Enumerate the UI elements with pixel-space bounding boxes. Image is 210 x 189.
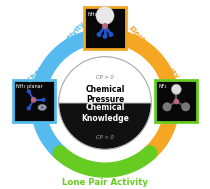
Circle shape — [102, 23, 108, 29]
Text: CP < 0: CP < 0 — [96, 135, 114, 140]
Circle shape — [27, 89, 31, 93]
FancyBboxPatch shape — [84, 7, 126, 49]
Text: Chemical
Knowledge: Chemical Knowledge — [81, 104, 129, 123]
Circle shape — [97, 32, 101, 37]
Circle shape — [41, 98, 46, 102]
Text: NF₃: NF₃ — [159, 84, 167, 89]
FancyBboxPatch shape — [155, 80, 197, 122]
Circle shape — [109, 32, 113, 37]
Text: Electronegativity: Electronegativity — [127, 25, 180, 80]
Circle shape — [27, 106, 31, 110]
Text: Chemical
Pressure: Chemical Pressure — [85, 85, 125, 104]
FancyBboxPatch shape — [13, 80, 55, 122]
Circle shape — [172, 87, 181, 95]
Circle shape — [171, 84, 181, 94]
Ellipse shape — [38, 104, 46, 110]
Circle shape — [41, 106, 43, 108]
Wedge shape — [59, 103, 151, 149]
Circle shape — [96, 7, 114, 25]
Circle shape — [163, 103, 171, 111]
Text: Chemical Reactivity: Chemical Reactivity — [27, 21, 87, 84]
Circle shape — [31, 97, 37, 103]
Text: NH₃ planar: NH₃ planar — [16, 84, 43, 89]
Circle shape — [173, 99, 179, 104]
Wedge shape — [59, 57, 151, 103]
Text: CP > 0: CP > 0 — [96, 75, 114, 80]
Circle shape — [102, 34, 108, 39]
Text: Lone Pair Activity: Lone Pair Activity — [62, 178, 148, 187]
Circle shape — [181, 103, 190, 111]
Text: NH₃: NH₃ — [87, 12, 97, 17]
